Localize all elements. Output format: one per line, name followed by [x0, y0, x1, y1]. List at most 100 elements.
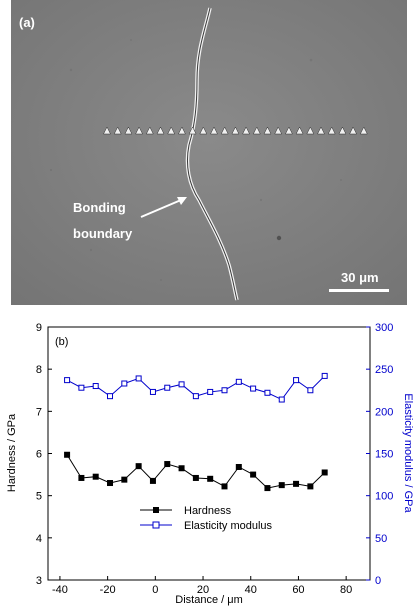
indentation-mark — [306, 126, 315, 135]
panel-a-label: (a) — [19, 15, 35, 30]
scale-bar-label: 30 μm — [341, 270, 379, 285]
modulus-point — [64, 377, 71, 384]
modulus-point — [92, 383, 99, 390]
left-y-tick-label: 8 — [36, 364, 42, 376]
bonding-label-line2: boundary — [73, 226, 133, 241]
legend: Hardness Elasticity modulus — [140, 505, 273, 532]
hardness-point — [321, 469, 328, 476]
x-tick-label: -40 — [52, 584, 68, 596]
hardness-point — [293, 480, 300, 487]
modulus-point — [235, 378, 242, 385]
x-tick-label: 40 — [245, 584, 257, 596]
legend-modulus-label: Elasticity modulus — [184, 520, 273, 532]
indentation-mark — [103, 126, 111, 135]
indentation-mark — [145, 126, 154, 135]
hardness-point — [164, 461, 171, 468]
indentation-mark — [274, 126, 283, 135]
indentation-mark — [284, 126, 293, 135]
hardness-point — [64, 451, 71, 458]
indentation-mark — [188, 126, 197, 135]
indentation-mark — [252, 126, 261, 135]
hardness-point — [92, 473, 99, 480]
series-layer — [64, 372, 328, 492]
indentation-mark — [295, 126, 304, 135]
hardness-point — [207, 475, 214, 482]
left-y-tick-label: 9 — [36, 322, 42, 334]
indentation-mark — [177, 126, 186, 135]
x-tick-label: 80 — [340, 584, 352, 596]
modulus-point — [192, 393, 199, 400]
indentation-mark — [338, 126, 347, 135]
indentation-row — [103, 126, 368, 135]
panel-b-label: (b) — [55, 336, 68, 348]
right-y-tick-label: 100 — [375, 491, 393, 503]
x-axis-ticks: -40 -20 0 20 40 60 80 — [52, 576, 352, 596]
annotation-arrow-head — [177, 197, 187, 205]
hardness-point — [250, 471, 257, 478]
right-y-axis-label: Elasticity modulus / GPa — [402, 393, 414, 513]
indentation-mark — [359, 126, 368, 135]
modulus-point — [278, 396, 285, 403]
left-y-axis-ticks: 3 4 5 6 7 8 9 — [36, 322, 52, 587]
left-y-tick-label: 5 — [36, 491, 42, 503]
indentation-mark — [220, 126, 229, 135]
bonding-label-line1: Bonding — [73, 200, 126, 215]
legend-hardness-label: Hardness — [184, 505, 232, 517]
scale-bar — [329, 289, 389, 292]
left-y-tick-label: 7 — [36, 406, 42, 418]
hardness-point — [264, 485, 271, 492]
hardness-point — [78, 474, 85, 481]
hardness-modulus-chart: -40 -20 0 20 40 60 80 3 4 5 6 7 8 9 0 50 100 150 200 250 3… — [6, 322, 414, 606]
indentation-mark — [231, 126, 240, 135]
indentation-mark — [167, 126, 176, 135]
hardness-point — [221, 483, 228, 490]
indentation-mark — [199, 126, 208, 135]
right-y-tick-label: 150 — [375, 449, 393, 461]
hardness-point — [278, 482, 285, 489]
modulus-point — [78, 384, 85, 391]
hardness-point — [107, 480, 114, 487]
x-tick-label: 60 — [292, 584, 304, 596]
indentation-mark — [327, 126, 336, 135]
indentation-mark — [210, 126, 218, 135]
plot-frame — [47, 326, 371, 581]
x-tick-label: -20 — [100, 584, 116, 596]
modulus-point — [178, 381, 185, 388]
indentation-mark — [349, 126, 358, 135]
indentation-mark — [317, 126, 325, 135]
right-y-tick-label: 300 — [375, 322, 393, 334]
indentation-mark — [113, 126, 122, 135]
indentation-mark — [156, 126, 165, 135]
modulus-point — [307, 387, 314, 394]
hardness-point — [135, 463, 142, 470]
modulus-point — [121, 380, 128, 387]
micrograph-texture — [49, 39, 342, 281]
right-y-tick-label: 200 — [375, 406, 393, 418]
legend-hardness-marker — [153, 507, 159, 513]
modulus-point — [149, 388, 156, 395]
hardness-point — [307, 483, 314, 490]
right-y-tick-label: 250 — [375, 364, 393, 376]
hardness-series-line — [66, 454, 326, 489]
indentation-mark — [242, 126, 251, 135]
modulus-point — [250, 385, 257, 392]
modulus-point — [264, 389, 271, 396]
x-tick-label: 20 — [197, 584, 209, 596]
modulus-point — [207, 388, 214, 395]
legend-modulus-marker — [152, 521, 160, 529]
hardness-point — [178, 465, 185, 472]
indentation-mark — [135, 126, 144, 135]
sem-micrograph: (a) Bonding boundary 30 μm — [11, 0, 407, 305]
hardness-point — [149, 477, 156, 484]
modulus-point — [321, 372, 328, 379]
left-y-tick-label: 4 — [36, 533, 42, 545]
indentation-mark — [124, 126, 133, 135]
left-y-tick-label: 3 — [36, 575, 42, 587]
right-y-tick-label: 0 — [375, 575, 381, 587]
x-axis-label: Distance / μm — [175, 594, 242, 606]
micrograph-background — [11, 0, 407, 305]
hardness-point — [121, 476, 128, 483]
modulus-point — [164, 384, 171, 391]
modulus-point — [221, 387, 228, 394]
left-y-tick-label: 6 — [36, 449, 42, 461]
